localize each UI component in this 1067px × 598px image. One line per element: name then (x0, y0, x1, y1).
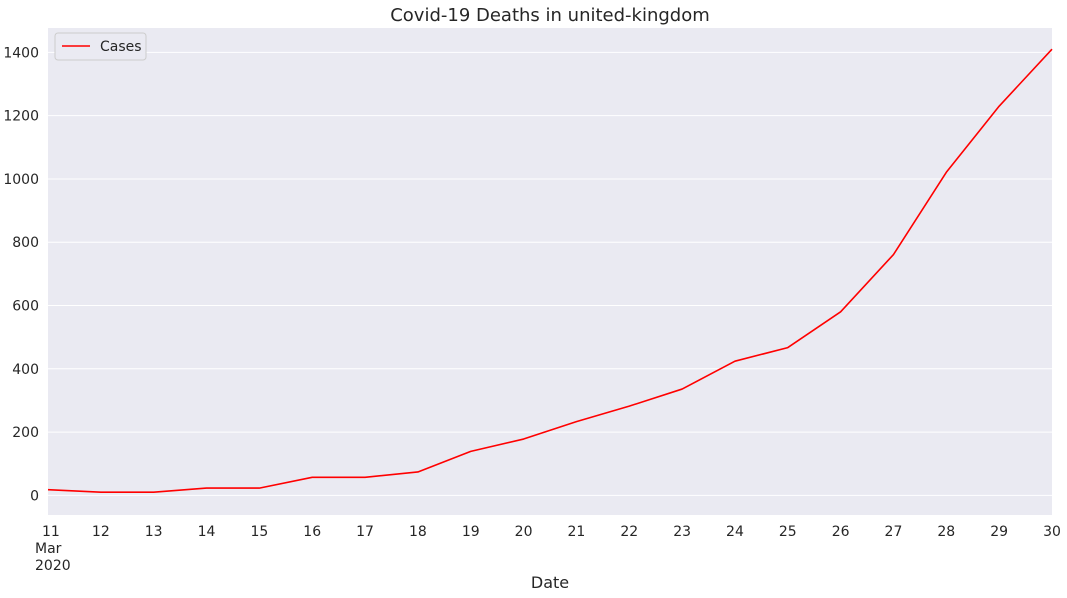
grid-lines (48, 51, 1052, 496)
x-tick-label: 22 (620, 524, 638, 540)
x-tick-label: 11 (42, 524, 60, 540)
x-tick-label: 21 (568, 524, 586, 540)
x-tick-label: 13 (145, 524, 163, 540)
y-tick-label: 800 (12, 235, 39, 251)
y-tick-label: 0 (30, 488, 39, 504)
x-tick-label: 25 (779, 524, 797, 540)
y-axis-ticks: 0 200 400 600 800 1000 1200 1400 (3, 45, 39, 504)
x-axis-label: Date (531, 573, 569, 592)
series-layer (47, 48, 1053, 494)
x-tick-month-label: Mar (35, 541, 62, 557)
y-tick-label: 1400 (3, 45, 39, 61)
x-tick-label: 19 (462, 524, 480, 540)
x-tick-label: 23 (673, 524, 691, 540)
y-tick-label: 600 (12, 299, 39, 315)
x-tick-label: 16 (303, 524, 321, 540)
series-line-cases (47, 48, 1053, 494)
x-tick-label: 20 (515, 524, 533, 540)
x-tick-year-label: 2020 (35, 558, 71, 574)
x-tick-label: 27 (885, 524, 903, 540)
y-tick-label: 1200 (3, 109, 39, 125)
x-tick-label: 28 (937, 524, 955, 540)
plot-background (48, 28, 1052, 515)
legend: Cases (54, 32, 147, 61)
legend-box (54, 32, 147, 61)
x-tick-label: 17 (356, 524, 374, 540)
chart-title: Covid-19 Deaths in united-kingdom (390, 5, 710, 26)
x-tick-label: 29 (990, 524, 1008, 540)
y-tick-label: 1000 (3, 172, 39, 188)
x-axis-ticks: 11 12 13 14 15 16 17 18 19 20 21 22 23 24 25 26 27 28 29 30… (35, 524, 1061, 574)
x-tick-label: 18 (409, 524, 427, 540)
x-tick-label: 24 (726, 524, 744, 540)
x-tick-label: 15 (250, 524, 268, 540)
y-tick-label: 400 (12, 362, 39, 378)
y-tick-label: 200 (12, 425, 39, 441)
x-tick-label: 26 (832, 524, 850, 540)
x-tick-label: 14 (198, 524, 216, 540)
x-tick-label: 30 (1043, 524, 1061, 540)
legend-label-cases: Cases (100, 39, 142, 55)
x-tick-label: 12 (92, 524, 110, 540)
